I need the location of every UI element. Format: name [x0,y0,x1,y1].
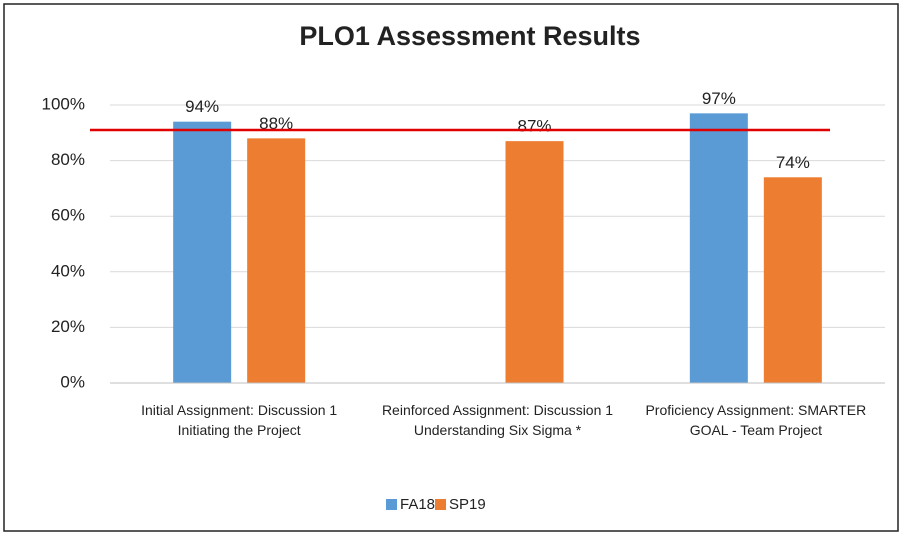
legend-label: SP19 [449,496,486,513]
chart-border [3,3,899,532]
x-tick-label: Initial Assignment: Discussion 1 Initiat… [141,402,338,438]
y-tick-label: 80% [51,150,85,169]
bar [505,141,564,383]
y-tick-label: 20% [51,317,85,336]
legend-swatch [435,499,446,510]
value-label: 97% [702,89,736,108]
bar [763,177,822,383]
legend-label: FA18 [400,496,435,513]
y-tick-label: 0% [60,372,85,391]
value-label: 74% [776,153,810,172]
value-label: 94% [185,97,219,116]
chart-title: PLO1 Assessment Results [299,21,640,51]
y-tick-label: 40% [51,261,85,280]
x-tick-label: Reinforced Assignment: Discussion 1 Unde… [381,402,614,438]
bar [689,113,748,383]
y-tick-label: 60% [51,206,85,225]
bar [247,138,306,383]
legend-swatch [386,499,397,510]
y-tick-label: 100% [42,94,85,113]
value-label: 88% [259,114,293,133]
value-label: 87% [517,117,551,136]
bar [173,121,232,384]
x-tick-label: Proficiency Assignment: SMARTER GOAL - T… [645,402,867,438]
